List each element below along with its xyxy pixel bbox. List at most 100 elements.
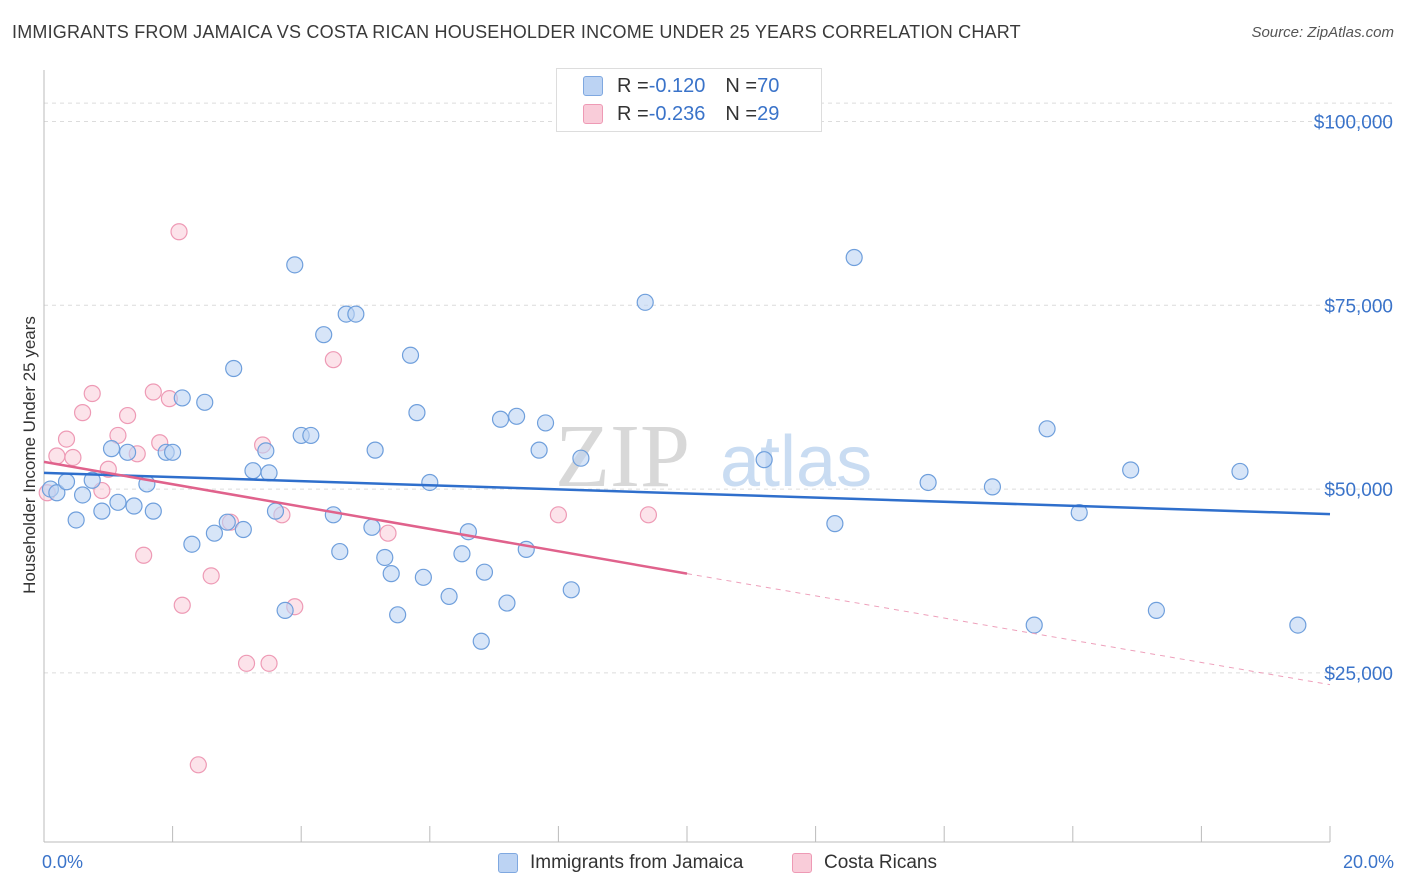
- jamaica-point: [257, 442, 275, 460]
- jamaica-point: [102, 440, 121, 458]
- costa-point: [144, 383, 162, 401]
- legend-r-label: R =: [617, 74, 649, 97]
- costa-point: [189, 756, 207, 774]
- legend-label-costa: Costa Ricans: [824, 852, 937, 873]
- jamaica-point: [408, 404, 426, 422]
- jamaica-point: [1038, 420, 1056, 438]
- jamaica-point: [196, 393, 214, 411]
- jamaica-point: [845, 248, 863, 267]
- jamaica-point: [755, 451, 773, 469]
- jamaica-point: [508, 407, 526, 425]
- jamaica-point: [472, 632, 490, 650]
- costa-point: [202, 567, 220, 585]
- jamaica-point: [324, 506, 342, 524]
- legend-r-value: -0.120: [648, 74, 706, 97]
- jamaica-point: [440, 587, 458, 606]
- jamaica-point: [347, 305, 365, 323]
- jamaica-point: [276, 601, 294, 620]
- jamaica-point: [1231, 462, 1249, 481]
- jamaica-point: [125, 497, 143, 515]
- chart-title: IMMIGRANTS FROM JAMAICA VS COSTA RICAN H…: [12, 22, 1021, 42]
- jamaica-point: [302, 426, 320, 445]
- jamaica-point: [919, 473, 937, 492]
- y-tick-label: $25,000: [1324, 664, 1393, 685]
- costa-point: [57, 430, 76, 448]
- legend-n-value: 70: [757, 74, 780, 97]
- jamaica-point: [218, 513, 236, 531]
- jamaica-point: [225, 359, 243, 378]
- jamaica-point: [414, 568, 432, 586]
- jamaica-point: [260, 464, 278, 482]
- costa-point: [135, 546, 153, 564]
- y-tick-label: $75,000: [1324, 296, 1393, 317]
- x-tick-label-max: 20.0%: [1342, 852, 1394, 872]
- costa-point: [173, 596, 191, 614]
- costa-point: [170, 223, 188, 241]
- jamaica-point: [109, 493, 127, 511]
- jamaica-point: [57, 473, 76, 491]
- jamaica-point: [475, 563, 494, 581]
- y-tick-label: $100,000: [1314, 112, 1393, 133]
- jamaica-point: [1122, 461, 1140, 479]
- legend-n-value: 29: [757, 102, 780, 125]
- jamaica-point: [376, 548, 394, 567]
- jamaica-trend-line: [43, 471, 1331, 516]
- costa-point: [324, 351, 342, 369]
- jamaica-point: [363, 518, 381, 536]
- jamaica-point: [498, 594, 516, 612]
- jamaica-point: [572, 449, 590, 467]
- costa-point: [73, 404, 92, 422]
- legend-r-value: -0.236: [648, 102, 706, 125]
- jamaica-point: [1289, 616, 1307, 634]
- jamaica-point: [244, 462, 262, 480]
- costa-trend-extension: [686, 573, 1331, 686]
- legend-swatch-costa: [583, 104, 603, 124]
- jamaica-point: [331, 542, 349, 561]
- jamaica-point: [421, 473, 439, 492]
- jamaica-point: [286, 256, 304, 274]
- jamaica-point: [173, 389, 191, 407]
- jamaica-point: [1070, 504, 1088, 522]
- jamaica-point: [118, 443, 137, 461]
- jamaica-point: [491, 410, 510, 428]
- jamaica-point: [536, 414, 555, 432]
- source-note: Source: ZipAtlas.com: [1251, 24, 1394, 41]
- jamaica-point: [1147, 601, 1165, 620]
- jamaica-point: [366, 441, 384, 459]
- x-tick-label-min: 0.0%: [42, 852, 84, 872]
- jamaica-point: [1025, 616, 1043, 634]
- costa-point: [549, 506, 568, 524]
- jamaica-point: [401, 346, 420, 364]
- jamaica-point: [389, 606, 407, 624]
- watermark-atlas: atlas: [720, 422, 872, 502]
- jamaica-point: [183, 535, 201, 553]
- legend-n-label: N =: [725, 102, 758, 125]
- y-tick-label: $50,000: [1324, 480, 1393, 501]
- jamaica-point: [73, 486, 92, 504]
- legend-r-label: R =: [617, 102, 649, 125]
- costa-point: [379, 524, 397, 542]
- legend-label-jamaica: Immigrants from Jamaica: [530, 852, 744, 873]
- jamaica-point: [83, 471, 101, 489]
- legend-row-costa: R = -0.236 N = 29: [583, 101, 779, 127]
- legend-swatch-jamaica: [498, 853, 518, 873]
- jamaica-point: [266, 502, 285, 520]
- jamaica-point: [93, 502, 111, 520]
- jamaica-point: [826, 515, 844, 533]
- legend-item-jamaica: Immigrants from Jamaica: [498, 852, 743, 874]
- jamaica-point: [453, 545, 471, 563]
- costa-point: [237, 654, 256, 672]
- jamaica-point: [164, 443, 182, 461]
- costa-point: [64, 448, 82, 467]
- jamaica-point: [382, 565, 400, 583]
- jamaica-point: [48, 484, 66, 502]
- jamaica-point: [636, 293, 654, 311]
- jamaica-point: [315, 326, 333, 344]
- jamaica-point: [144, 502, 162, 520]
- jamaica-point: [983, 478, 1002, 496]
- legend-n-label: N =: [725, 74, 758, 97]
- costa-point: [48, 447, 66, 465]
- jamaica-point: [530, 441, 548, 459]
- jamaica-point: [67, 511, 85, 529]
